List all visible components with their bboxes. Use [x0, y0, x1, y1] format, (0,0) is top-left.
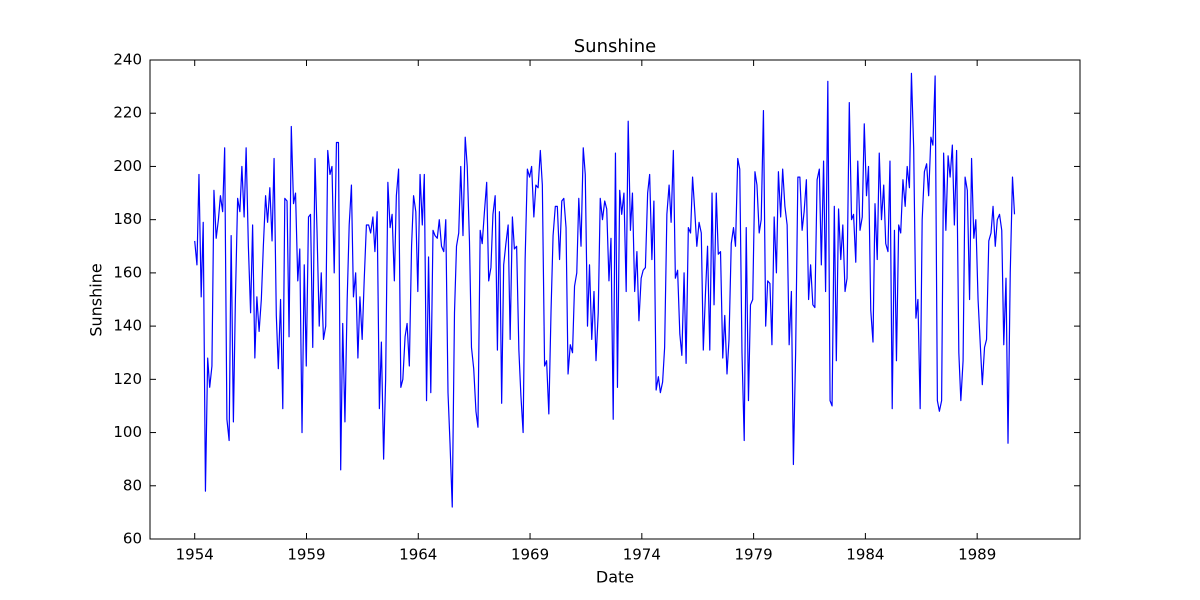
plot-frame [149, 59, 1081, 540]
x-tick-label: 1984 [846, 546, 884, 564]
x-tick-label: 1974 [623, 546, 661, 564]
y-tick-label: 140 [113, 317, 142, 335]
x-tick-label: 1979 [735, 546, 773, 564]
x-tick-label: 1969 [511, 546, 549, 564]
x-tick-label: 1959 [287, 546, 325, 564]
y-tick-label: 240 [113, 51, 142, 69]
y-tick-label: 220 [113, 104, 142, 122]
x-tick-label: 1954 [176, 546, 214, 564]
y-tick-label: 80 [123, 476, 142, 494]
chart-title: Sunshine [574, 36, 657, 57]
y-tick-label: 100 [113, 423, 142, 441]
y-tick-label: 120 [113, 370, 142, 388]
y-tick-label: 60 [123, 530, 142, 548]
y-tick-label: 200 [113, 157, 142, 175]
data-line [194, 72, 1016, 508]
x-axis-label: Date [596, 568, 634, 587]
y-axis-label: Sunshine [87, 263, 106, 336]
x-tick-label: 1989 [958, 546, 996, 564]
x-tick-label: 1964 [399, 546, 437, 564]
y-tick-label: 180 [113, 210, 142, 228]
y-tick-label: 160 [113, 263, 142, 281]
